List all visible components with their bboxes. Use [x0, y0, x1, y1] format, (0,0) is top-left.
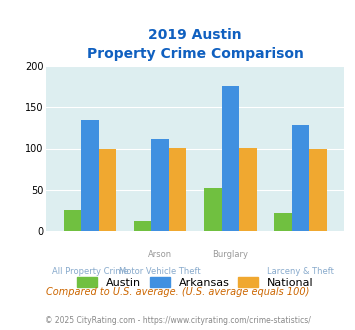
Bar: [64, 211, 81, 231]
Bar: [239, 148, 257, 231]
Bar: [81, 119, 99, 231]
Bar: [99, 148, 116, 231]
Bar: [222, 86, 239, 231]
Bar: [309, 148, 327, 231]
Text: Arson: Arson: [148, 250, 172, 259]
Bar: [134, 221, 151, 231]
Text: Burglary: Burglary: [212, 250, 248, 259]
Bar: [292, 125, 309, 231]
Text: Motor Vehicle Theft: Motor Vehicle Theft: [119, 267, 201, 276]
Text: All Property Crime: All Property Crime: [51, 267, 129, 276]
Text: Larceny & Theft: Larceny & Theft: [267, 267, 334, 276]
Bar: [274, 213, 292, 231]
Title: 2019 Austin
Property Crime Comparison: 2019 Austin Property Crime Comparison: [87, 28, 304, 61]
Bar: [204, 188, 222, 231]
Bar: [169, 148, 186, 231]
Text: © 2025 CityRating.com - https://www.cityrating.com/crime-statistics/: © 2025 CityRating.com - https://www.city…: [45, 315, 310, 325]
Bar: [151, 139, 169, 231]
Legend: Austin, Arkansas, National: Austin, Arkansas, National: [72, 273, 318, 292]
Text: Compared to U.S. average. (U.S. average equals 100): Compared to U.S. average. (U.S. average …: [46, 287, 309, 297]
